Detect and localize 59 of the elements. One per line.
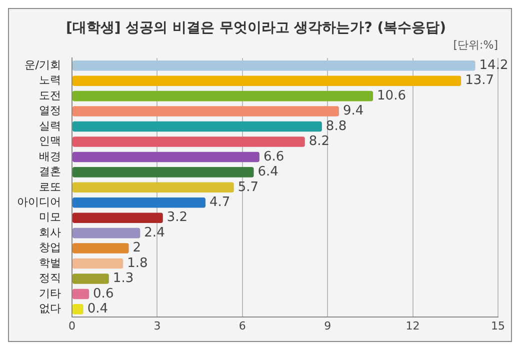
bar [72, 197, 206, 208]
y-tick-label: 학벌 [39, 256, 61, 270]
data-label: 1.8 [127, 256, 148, 271]
x-tick-label: 0 [68, 319, 76, 332]
y-tick-label: 기타 [39, 286, 61, 300]
bar [72, 106, 339, 116]
y-tick-label: 배경 [39, 150, 61, 163]
x-tick-label: 9 [324, 319, 332, 332]
data-label: 10.6 [377, 88, 406, 104]
y-tick-label: 미모 [39, 210, 61, 224]
data-label: 13.7 [465, 73, 494, 88]
bar [72, 136, 305, 147]
y-tick-label: 로또 [39, 180, 61, 194]
bar [72, 60, 476, 71]
y-tick-label: 인맥 [39, 134, 61, 148]
bar [72, 258, 124, 269]
data-label: 8.2 [308, 134, 330, 150]
bar [72, 90, 374, 102]
data-label: 14.2 [479, 58, 508, 73]
data-label: 5.7 [238, 180, 259, 195]
bar [72, 76, 462, 86]
y-tick-label: 결혼 [39, 165, 61, 178]
chart-title: [대학생] 성공의 비결은 무엇이라고 생각하는가? (복수응답) [66, 20, 446, 36]
data-label: 9.4 [342, 104, 364, 119]
y-tick-label: 노력 [39, 74, 61, 87]
y-tick-label: 아이디어 [17, 195, 61, 208]
data-label: 8.8 [326, 118, 347, 134]
x-tick-label: 15 [491, 319, 505, 332]
x-tick-label: 12 [406, 319, 420, 332]
chart-subtitle: [단위:%] [453, 38, 498, 52]
y-tick-label: 없다 [39, 302, 61, 316]
y-tick-label: 실력 [39, 119, 61, 132]
y-tick-label: 회사 [39, 226, 61, 239]
y-tick-label: 창업 [39, 241, 61, 254]
data-label: 6.4 [258, 164, 278, 180]
y-tick-label: 도전 [39, 88, 61, 102]
data-label: 6.6 [263, 149, 284, 164]
y-tick-label: 정직 [39, 272, 61, 285]
y-tick-label: 운/기회 [24, 58, 61, 72]
bar [72, 243, 129, 254]
data-label: 4.7 [209, 195, 230, 210]
data-label: 3.2 [166, 210, 188, 226]
data-label: 0.4 [87, 302, 108, 317]
x-tick-label: 3 [154, 319, 161, 332]
bar [72, 304, 84, 314]
bar [72, 228, 140, 238]
bar [72, 121, 322, 132]
data-label: 2 [132, 240, 142, 256]
bar [72, 182, 234, 193]
data-label: 1.3 [112, 271, 134, 286]
bar [72, 288, 90, 300]
bar [72, 274, 109, 284]
y-tick-label: 열정 [39, 104, 61, 118]
bar [72, 152, 260, 162]
bar [72, 212, 163, 223]
x-tick-label: 6 [238, 319, 246, 332]
bar [72, 167, 254, 178]
data-label: 0.6 [93, 286, 114, 302]
data-label: 2.4 [144, 225, 165, 240]
